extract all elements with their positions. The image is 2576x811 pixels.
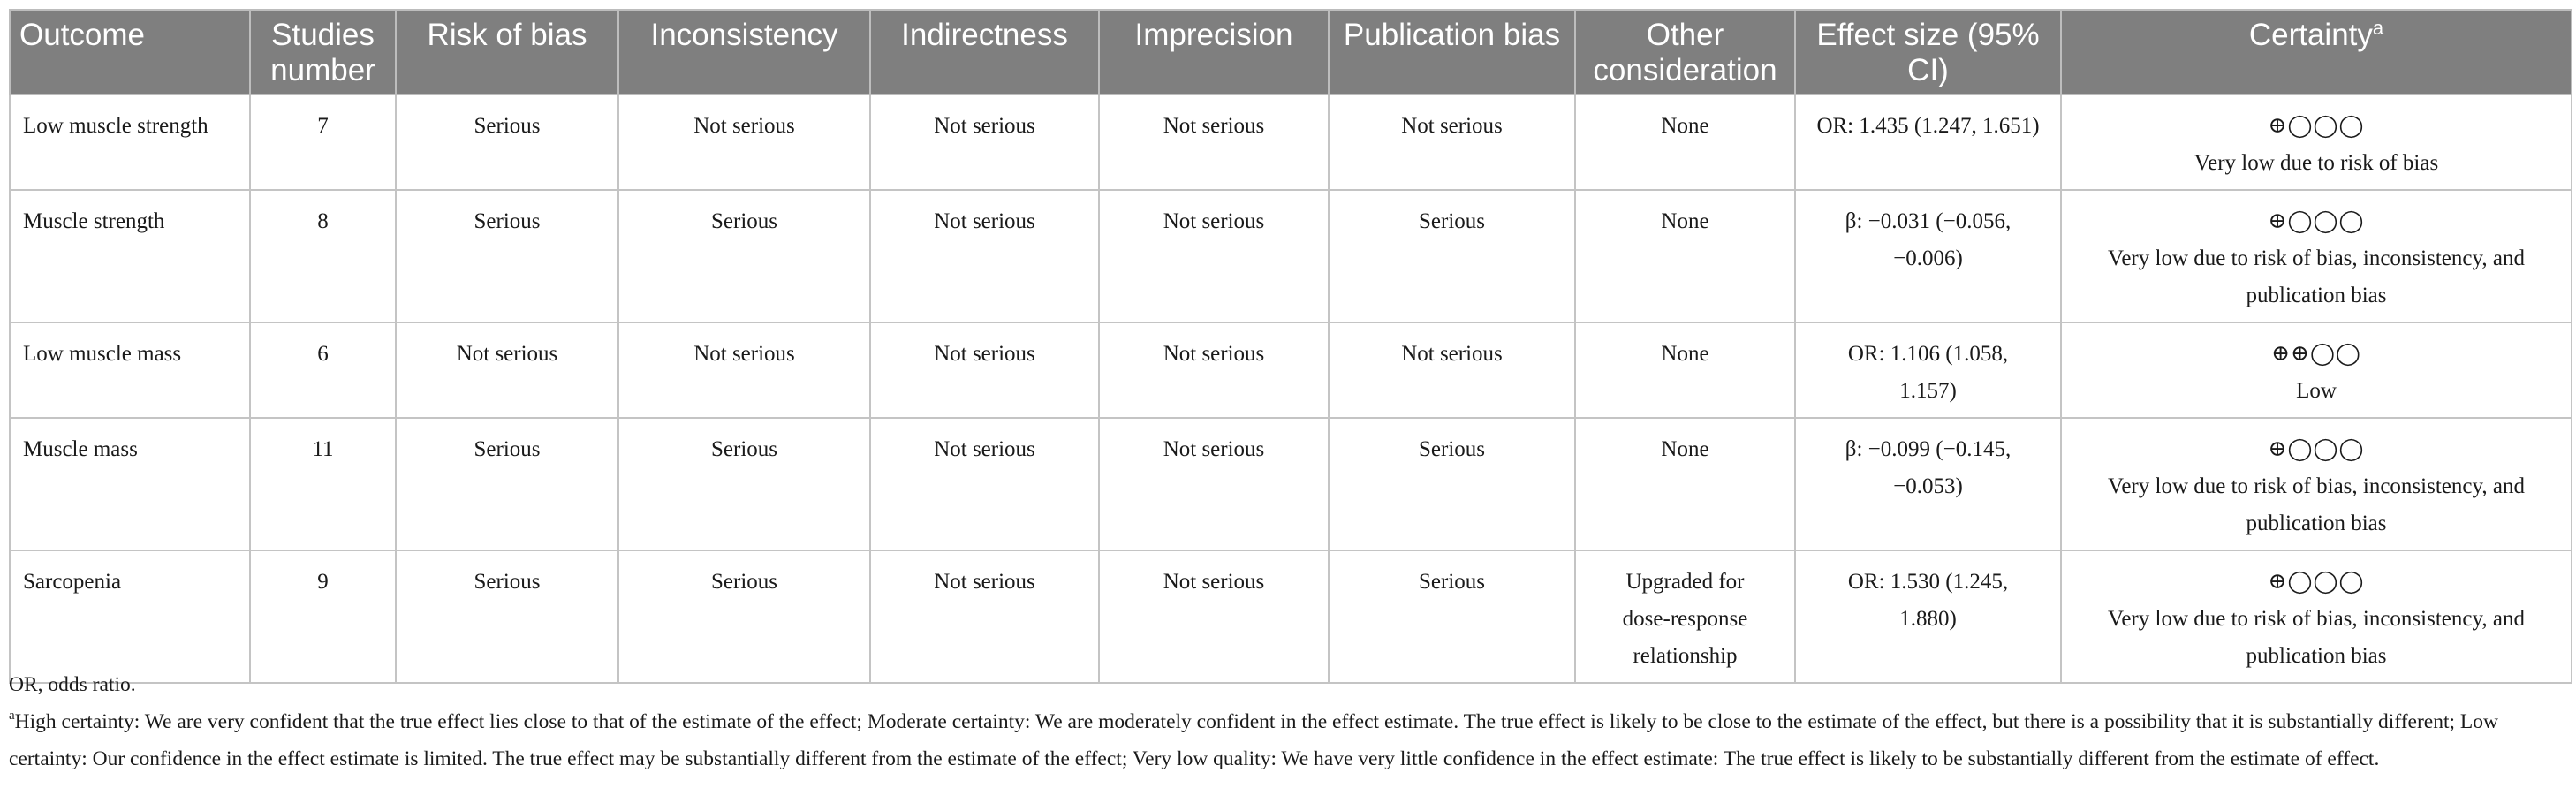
cell-publication-bias: Serious: [1328, 550, 1576, 684]
certainty-symbols: ⊕⊕◯◯: [2271, 342, 2361, 366]
cell-risk-of-bias: Serious: [395, 417, 619, 551]
header-imprecision: Imprecision: [1098, 9, 1330, 95]
header-indirectness: Indirectness: [869, 9, 1100, 95]
cell-publication-bias: Not serious: [1328, 322, 1576, 419]
table-header-row: Outcome Studies number Risk of bias Inco…: [9, 9, 2572, 95]
header-publication-bias: Publication bias: [1328, 9, 1576, 95]
grade-table-container: Outcome Studies number Risk of bias Inco…: [9, 9, 2572, 684]
header-inconsistency: Inconsistency: [617, 9, 871, 95]
header-studies-number: Studies number: [249, 9, 397, 95]
cell-indirectness: Not serious: [869, 189, 1100, 323]
cell-publication-bias: Serious: [1328, 417, 1576, 551]
cell-effect-size: OR: 1.106 (1.058, 1.157): [1794, 322, 2062, 419]
grade-evidence-table: Outcome Studies number Risk of bias Inco…: [9, 9, 2572, 684]
cell-publication-bias: Serious: [1328, 189, 1576, 323]
footnote-certainty-definitions: aHigh certainty: We are very confident t…: [9, 703, 2562, 777]
cell-imprecision: Not serious: [1098, 189, 1330, 323]
certainty-text: Very low due to risk of bias, inconsiste…: [2108, 246, 2525, 307]
cell-studies: 11: [249, 417, 397, 551]
footnote-abbreviation: OR, odds ratio.: [9, 673, 136, 696]
cell-other-consideration: Upgraded for dose-response relationship: [1574, 550, 1796, 684]
cell-publication-bias: Not serious: [1328, 94, 1576, 191]
cell-imprecision: Not serious: [1098, 322, 1330, 419]
cell-indirectness: Not serious: [869, 94, 1100, 191]
certainty-symbols: ⊕◯◯◯: [2268, 570, 2365, 594]
certainty-symbols: ⊕◯◯◯: [2268, 114, 2365, 138]
cell-indirectness: Not serious: [869, 550, 1100, 684]
cell-effect-size: OR: 1.435 (1.247, 1.651): [1794, 94, 2062, 191]
certainty-text: Very low due to risk of bias, inconsiste…: [2108, 474, 2525, 535]
cell-effect-size: β: −0.031 (−0.056, −0.006): [1794, 189, 2062, 323]
footnote-marker-a: a: [2372, 17, 2384, 39]
cell-risk-of-bias: Serious: [395, 550, 619, 684]
cell-certainty: ⊕◯◯◯ Very low due to risk of bias: [2060, 94, 2572, 191]
table-row: Low muscle mass 6 Not serious Not seriou…: [9, 322, 2572, 419]
cell-certainty: ⊕◯◯◯ Very low due to risk of bias, incon…: [2060, 550, 2572, 684]
certainty-text: Very low due to risk of bias, inconsiste…: [2108, 607, 2525, 668]
cell-other-consideration: None: [1574, 417, 1796, 551]
cell-inconsistency: Serious: [617, 189, 871, 323]
cell-effect-size: OR: 1.530 (1.245, 1.880): [1794, 550, 2062, 684]
cell-imprecision: Not serious: [1098, 417, 1330, 551]
table-row: Muscle strength 8 Serious Serious Not se…: [9, 189, 2572, 323]
header-certainty: Certaintya: [2060, 9, 2572, 95]
footnote-marker: a: [9, 709, 15, 723]
certainty-text: Low: [2296, 379, 2337, 403]
cell-outcome: Low muscle mass: [9, 322, 251, 419]
table-row: Sarcopenia 9 Serious Serious Not serious…: [9, 550, 2572, 684]
table-row: Low muscle strength 7 Serious Not seriou…: [9, 94, 2572, 191]
cell-imprecision: Not serious: [1098, 550, 1330, 684]
cell-outcome: Sarcopenia: [9, 550, 251, 684]
cell-effect-size: β: −0.099 (−0.145, −0.053): [1794, 417, 2062, 551]
cell-other-consideration: None: [1574, 189, 1796, 323]
cell-inconsistency: Not serious: [617, 322, 871, 419]
cell-imprecision: Not serious: [1098, 94, 1330, 191]
header-risk-of-bias: Risk of bias: [395, 9, 619, 95]
cell-inconsistency: Serious: [617, 550, 871, 684]
footnote-text: High certainty: We are very confident th…: [9, 710, 2498, 770]
table-row: Muscle mass 11 Serious Serious Not serio…: [9, 417, 2572, 551]
header-outcome: Outcome: [9, 9, 251, 95]
cell-inconsistency: Serious: [617, 417, 871, 551]
cell-outcome: Low muscle strength: [9, 94, 251, 191]
cell-indirectness: Not serious: [869, 417, 1100, 551]
cell-risk-of-bias: Not serious: [395, 322, 619, 419]
cell-certainty: ⊕◯◯◯ Very low due to risk of bias, incon…: [2060, 417, 2572, 551]
cell-risk-of-bias: Serious: [395, 94, 619, 191]
cell-indirectness: Not serious: [869, 322, 1100, 419]
cell-other-consideration: None: [1574, 94, 1796, 191]
cell-studies: 8: [249, 189, 397, 323]
table-footnotes: OR, odds ratio. aHigh certainty: We are …: [9, 666, 2562, 777]
cell-risk-of-bias: Serious: [395, 189, 619, 323]
cell-studies: 6: [249, 322, 397, 419]
cell-other-consideration: None: [1574, 322, 1796, 419]
certainty-symbols: ⊕◯◯◯: [2268, 209, 2365, 233]
cell-studies: 9: [249, 550, 397, 684]
cell-outcome: Muscle strength: [9, 189, 251, 323]
header-effect-size: Effect size (95% CI): [1794, 9, 2062, 95]
certainty-text: Very low due to risk of bias: [2193, 151, 2439, 175]
header-other-consideration: Other consideration: [1574, 9, 1796, 95]
cell-studies: 7: [249, 94, 397, 191]
cell-certainty: ⊕◯◯◯ Very low due to risk of bias, incon…: [2060, 189, 2572, 323]
cell-inconsistency: Not serious: [617, 94, 871, 191]
certainty-symbols: ⊕◯◯◯: [2268, 437, 2365, 461]
cell-certainty: ⊕⊕◯◯ Low: [2060, 322, 2572, 419]
cell-outcome: Muscle mass: [9, 417, 251, 551]
